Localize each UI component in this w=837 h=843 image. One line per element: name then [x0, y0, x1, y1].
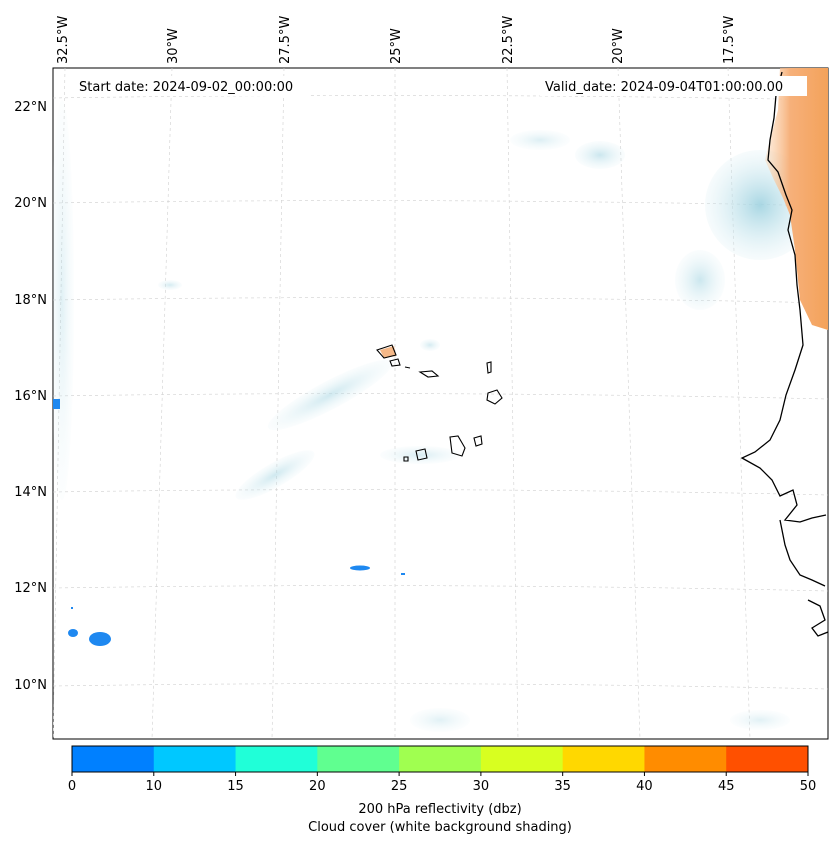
colorbar-sublabel: Cloud cover (white background shading)	[308, 820, 572, 835]
colorbar-swatch	[480, 746, 564, 772]
colorbar-swatch	[399, 746, 482, 772]
latitude-labels: 22°N 20°N 18°N 16°N 14°N 12°N 10°N	[14, 100, 47, 693]
longitude-labels: 32.5°W 30°W 27.5°W 25°W 22.5°W 20°W 17.5…	[56, 16, 737, 64]
reflectivity-patches	[53, 399, 405, 646]
colorbar-tick-label: 15	[227, 779, 244, 794]
colorbar-swatch	[726, 746, 809, 772]
lon-label: 30°W	[166, 28, 181, 64]
colorbar-tick-label: 45	[718, 779, 735, 794]
lon-label: 25°W	[389, 28, 404, 64]
colorbar-swatch	[562, 746, 645, 772]
lat-label: 18°N	[14, 293, 47, 308]
coastline	[740, 71, 828, 637]
colorbar-label: 200 hPa reflectivity (dbz)	[358, 802, 521, 817]
lat-label: 10°N	[14, 678, 47, 693]
lon-label: 27.5°W	[278, 16, 293, 64]
colorbar-swatch	[72, 746, 155, 772]
colorbar-tick-label: 10	[146, 779, 163, 794]
colorbar-tick-label: 20	[309, 779, 326, 794]
land-shading-africa	[380, 68, 828, 358]
valid-date-label: Valid_date: 2024-09-04T01:00:00.00	[545, 80, 783, 95]
colorbar-swatch	[317, 746, 400, 772]
cape-verde-islands	[376, 344, 503, 462]
lat-label: 16°N	[14, 389, 47, 404]
lon-label: 17.5°W	[722, 16, 737, 64]
lon-label: 22.5°W	[501, 16, 516, 64]
map-panel: Start date: 2024-09-02_00:00:00 Valid_da…	[52, 67, 829, 740]
colorbar-tick-label: 40	[636, 779, 653, 794]
colorbar-swatch	[153, 746, 237, 772]
colorbar: 0 10 15 20 25 30 35 40 45 50 200 hPa reflectivity…	[68, 745, 817, 835]
colorbar-tick-label: 25	[391, 779, 408, 794]
lon-label: 20°W	[611, 28, 626, 64]
lat-label: 12°N	[14, 581, 47, 596]
colorbar-tick-label: 0	[68, 779, 76, 794]
colorbar-swatch	[644, 746, 727, 772]
colorbar-tick-label: 30	[473, 779, 490, 794]
start-date-label: Start date: 2024-09-02_00:00:00	[79, 80, 293, 95]
colorbar-swatch	[235, 746, 318, 772]
lat-label: 20°N	[14, 196, 47, 211]
lat-label: 22°N	[14, 100, 47, 115]
lon-label: 32.5°W	[56, 16, 71, 64]
colorbar-tick-label: 35	[554, 779, 571, 794]
colorbar-tick-label: 50	[800, 779, 817, 794]
lat-label: 14°N	[14, 485, 47, 500]
graticule	[53, 68, 828, 739]
